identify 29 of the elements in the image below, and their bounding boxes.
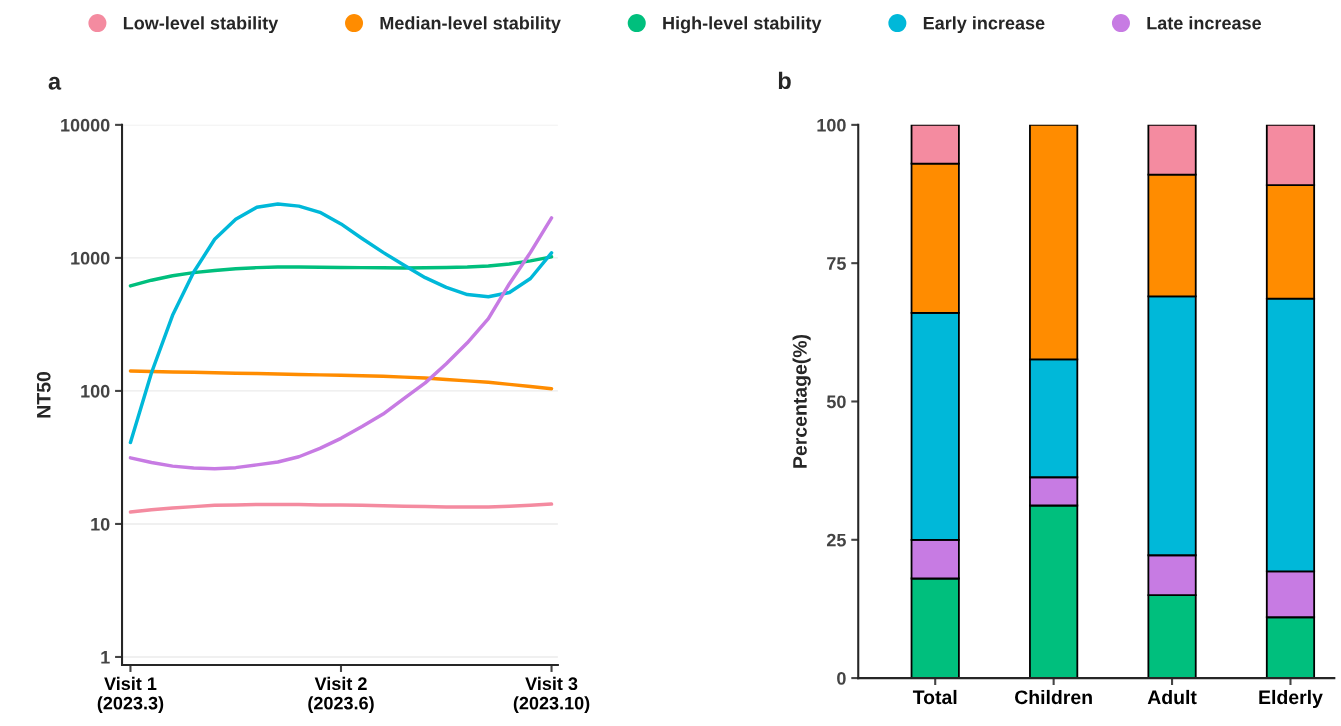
x-tick-label: Visit 1 (2023.3) [97, 676, 164, 714]
x-tick-label: Total [912, 689, 957, 705]
chart-title: b [778, 71, 791, 90]
y-tick-label: 0 [837, 672, 846, 685]
y-axis-title: Percentage(%) [792, 334, 811, 468]
x-tick-label: Visit 2 (2023.6) [308, 676, 374, 714]
y-tick-label: 100 [81, 384, 110, 398]
y-tick-label: 50 [826, 395, 846, 409]
y-tick-label: 10000 [61, 118, 110, 132]
y-tick-label: 25 [826, 533, 846, 547]
y-axis-title: NT50 [36, 371, 51, 418]
y-tick-label: 1000 [71, 251, 110, 265]
legend-label: Late increase [1147, 16, 1262, 30]
y-tick-label: 10 [91, 517, 110, 531]
x-tick-label: Visit 3 (2023.10) [513, 676, 590, 714]
legend-label: Early increase [923, 16, 1045, 34]
y-tick-label: 100 [817, 118, 846, 132]
x-tick-label: Children [1015, 689, 1092, 705]
line-series [128, 255, 554, 288]
y-tick-label: 75 [827, 257, 846, 270]
y-tick-label: 1 [101, 651, 110, 664]
legend-label: Low-level stability [123, 16, 279, 34]
legend-label: Median-level stability [380, 16, 561, 34]
chart-title: a [48, 76, 62, 90]
x-tick-label: Adult [1147, 689, 1197, 705]
line-series [128, 369, 554, 391]
legend-label: High-level stability [663, 16, 822, 34]
x-tick-label: Elderly [1259, 689, 1323, 709]
line-series [128, 502, 554, 514]
